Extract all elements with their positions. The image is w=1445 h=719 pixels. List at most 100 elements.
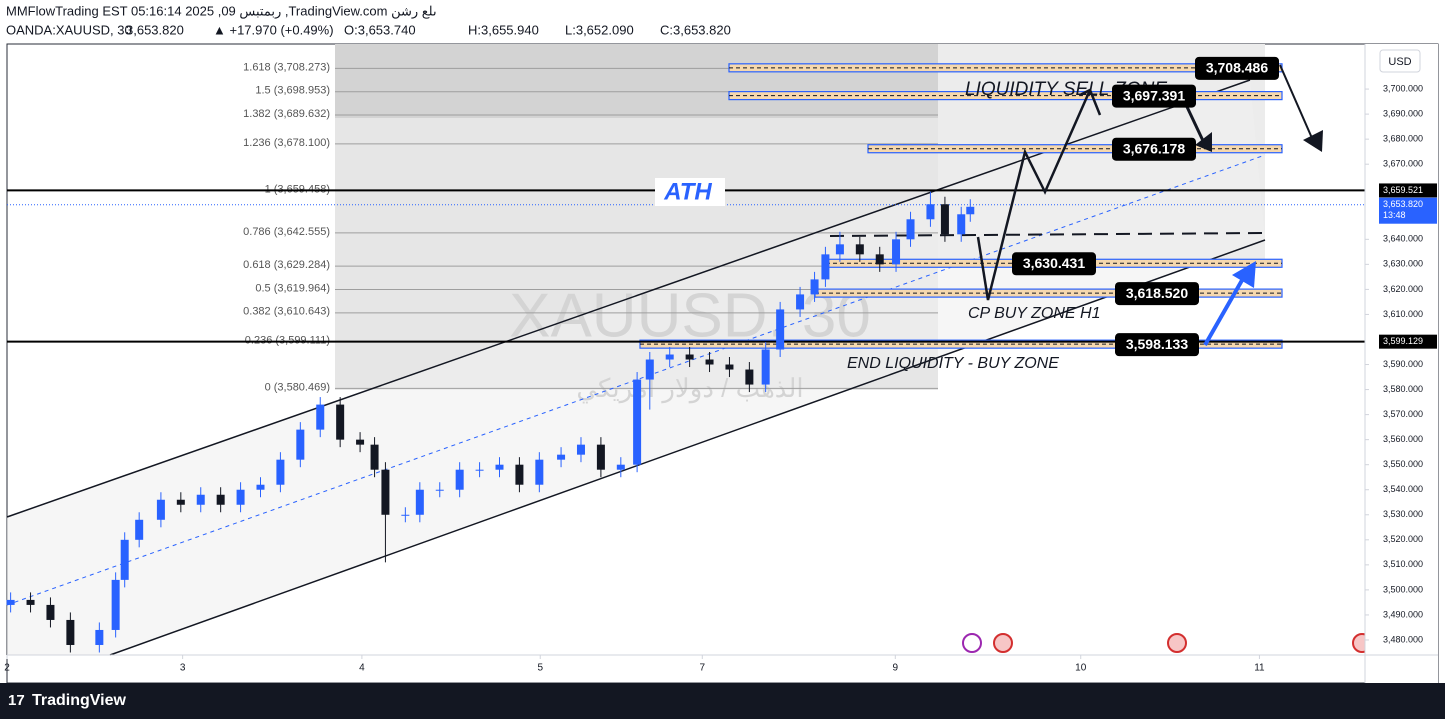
header-low: L:3,652.090 (565, 22, 634, 37)
candle-body (401, 514, 410, 516)
fib-label: 1.618 (3,708.273) (243, 61, 330, 73)
currency[interactable]: USD (1388, 56, 1411, 68)
last-price-label: 3,653.820 (1383, 199, 1423, 209)
candle-body (633, 379, 642, 465)
x-tick-label: 4 (359, 663, 365, 674)
y-tick-label: 3,540.000 (1383, 484, 1423, 494)
candle-body (6, 599, 15, 605)
y-tick-label: 3,570.000 (1383, 409, 1423, 419)
fib-label: 0.236 (3,599.111) (245, 335, 330, 347)
header-price: 3,653.820 (126, 22, 184, 37)
candle-body (135, 519, 144, 540)
candle-body (725, 364, 734, 370)
annotations: ATH LIQUIDITY SELL ZONE CP BUY ZONE H1 E… (655, 79, 1167, 372)
arrow-down (1279, 64, 1316, 146)
candle-body (336, 404, 345, 440)
y-tick-label: 3,500.000 (1383, 584, 1423, 594)
zone-badge (1012, 252, 1096, 276)
fib-label: 1.5 (3,698.953) (255, 85, 330, 97)
last-price-badge (1379, 197, 1437, 224)
header-close: C:3,653.820 (660, 22, 731, 37)
zone-label: 3,630.431 (1023, 255, 1085, 271)
channel-middle (6, 154, 1266, 606)
candle-body (435, 489, 444, 491)
annotation: END LIQUIDITY - BUY ZONE (847, 355, 1059, 372)
y-tick-label: 3,680.000 (1383, 134, 1423, 144)
candle-body (95, 629, 104, 645)
candle-body (966, 206, 975, 215)
level-badge (1379, 334, 1437, 349)
candle-body (276, 459, 285, 485)
event-icon (1167, 633, 1187, 653)
candle-body (216, 494, 225, 505)
annotation: ATH (663, 178, 712, 205)
candle-body (705, 359, 714, 365)
y-tick-label: 3,480.000 (1383, 634, 1423, 644)
header-quote: OANDA:XAUUSD, 303,653.820 ▲ +17.970 (+0.4… (6, 22, 731, 37)
candle-body (835, 244, 844, 255)
candle-body (940, 204, 949, 235)
candle-body (316, 404, 325, 430)
zone-badge (1195, 56, 1279, 80)
zone-label: 3,697.391 (1123, 87, 1185, 103)
header-title: MMFlowTrading EST 05:16:14 2025 ,09 ربمت… (6, 3, 437, 19)
event-icons (962, 633, 1372, 653)
candle-body (821, 254, 830, 280)
header-high: H:3,655.940 (468, 22, 539, 37)
candle-body (156, 499, 165, 520)
candle-body (111, 579, 120, 630)
candle-body (616, 464, 625, 470)
fib-label: 0.5 (3,619.964) (255, 282, 330, 294)
candle-body (926, 204, 935, 220)
level-label: 3,599.129 (1383, 336, 1423, 346)
header-change: ▲ +17.970 (+0.49%) (213, 22, 334, 37)
candle-body (596, 444, 605, 470)
candle-body (256, 484, 265, 490)
zone-label: 3,598.133 (1126, 336, 1188, 352)
label-bg (655, 178, 725, 206)
candle-body (665, 354, 674, 360)
y-tick-label: 3,610.000 (1383, 309, 1423, 319)
y-tick-label: 3,490.000 (1383, 609, 1423, 619)
currency-button[interactable] (1379, 49, 1421, 73)
arrow-up (1203, 274, 1247, 346)
x-tick-label: 2 (4, 663, 10, 674)
y-tick-label: 3,590.000 (1383, 359, 1423, 369)
footer (0, 683, 1445, 719)
arrow-head (1195, 132, 1212, 152)
arrow-head (1303, 130, 1323, 152)
candle-body (381, 469, 390, 515)
candle-body (957, 214, 966, 235)
candle-body (356, 439, 365, 445)
candle-body (875, 254, 884, 265)
event-icon (962, 633, 982, 653)
candle-body (495, 464, 504, 470)
fib-label: 0 (3,580.469) (265, 381, 330, 393)
fib-box-top (335, 44, 938, 118)
channel-fill (7, 80, 1265, 655)
candle-body (535, 459, 544, 485)
candle-body (906, 219, 915, 240)
y-tick-label: 3,620.000 (1383, 284, 1423, 294)
candle-body (796, 294, 805, 310)
candle-body (370, 444, 379, 470)
candle-body (515, 464, 524, 485)
y-tick-label: 3,640.000 (1383, 234, 1423, 244)
candle-body (46, 604, 55, 620)
y-tick-label: 3,700.000 (1383, 83, 1423, 93)
header-open: O:3,653.740 (344, 22, 416, 37)
zone-badge (1115, 282, 1199, 306)
fib-label: 1.236 (3,678.100) (243, 137, 330, 149)
y-tick-label: 3,670.000 (1383, 159, 1423, 169)
x-tick-label: 10 (1075, 663, 1087, 674)
candle-body (892, 239, 901, 265)
x-tick-label: 7 (700, 663, 706, 674)
x-tick-label: 5 (537, 663, 543, 674)
candle-body (685, 354, 694, 360)
candle-body (236, 489, 245, 505)
annotation: CP BUY ZONE H1 (968, 305, 1100, 322)
candle-body (455, 469, 464, 490)
y-tick-label: 3,520.000 (1383, 534, 1423, 544)
candle-body (761, 349, 770, 385)
